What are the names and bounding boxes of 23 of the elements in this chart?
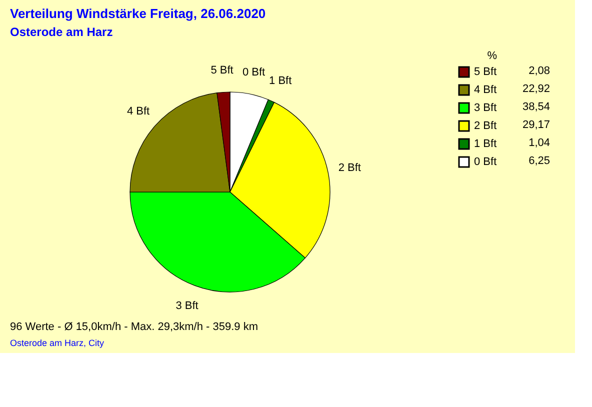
legend-label: 5 Bft	[474, 66, 497, 78]
slice-label: 4 Bft	[126, 106, 150, 118]
slice-label: 1 Bft	[269, 74, 292, 87]
legend-label: 4 Bft	[474, 84, 497, 96]
legend-label: 3 Bft	[474, 102, 497, 114]
slice-label: 0 Bft	[242, 66, 266, 78]
data-label: 6,25	[528, 155, 550, 167]
data-label: 29,17	[522, 119, 550, 131]
slice-label: 5 Bft	[210, 64, 234, 76]
data-label: 22,92	[522, 83, 550, 95]
legend-label: 0 Bft	[474, 156, 497, 168]
slice-label: 3 Bft	[176, 300, 198, 312]
data-label: 38,54	[522, 101, 550, 113]
text: 96 Werte - Ø 15,0km/h - Max. 29,3km/h - 359.9 km	[10, 321, 258, 333]
chart-subtitle: Osterode am Harz	[10, 25, 113, 39]
data-label: 2,08	[528, 65, 550, 77]
text: Osterode am Harz, City	[10, 338, 105, 348]
slice-label: 2 Bft	[338, 162, 361, 174]
data-label: 1,04	[528, 137, 550, 149]
legend-label: 1 Bft	[474, 138, 497, 150]
legend-label: 2 Bft	[474, 120, 497, 132]
chart-title: Verteilung Windstärke Freitag, 26.06.2020	[10, 6, 266, 21]
legend-title: %	[487, 50, 498, 62]
